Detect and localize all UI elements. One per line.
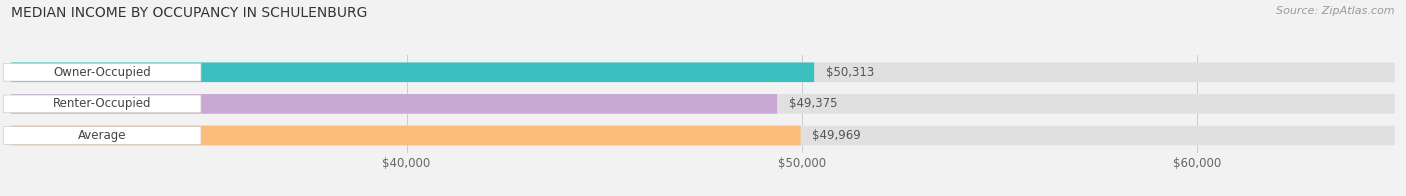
- Text: $50,313: $50,313: [827, 66, 875, 79]
- FancyBboxPatch shape: [3, 127, 201, 144]
- FancyBboxPatch shape: [11, 94, 778, 114]
- Text: MEDIAN INCOME BY OCCUPANCY IN SCHULENBURG: MEDIAN INCOME BY OCCUPANCY IN SCHULENBUR…: [11, 6, 367, 20]
- FancyBboxPatch shape: [11, 63, 814, 82]
- FancyBboxPatch shape: [11, 63, 1395, 82]
- FancyBboxPatch shape: [11, 94, 1395, 114]
- Text: Source: ZipAtlas.com: Source: ZipAtlas.com: [1277, 6, 1395, 16]
- Text: Owner-Occupied: Owner-Occupied: [53, 66, 150, 79]
- Text: $49,375: $49,375: [789, 97, 838, 110]
- Text: Renter-Occupied: Renter-Occupied: [53, 97, 152, 110]
- FancyBboxPatch shape: [3, 95, 201, 113]
- FancyBboxPatch shape: [3, 64, 201, 81]
- Text: Average: Average: [77, 129, 127, 142]
- Text: $49,969: $49,969: [813, 129, 862, 142]
- FancyBboxPatch shape: [11, 126, 1395, 145]
- FancyBboxPatch shape: [11, 126, 800, 145]
